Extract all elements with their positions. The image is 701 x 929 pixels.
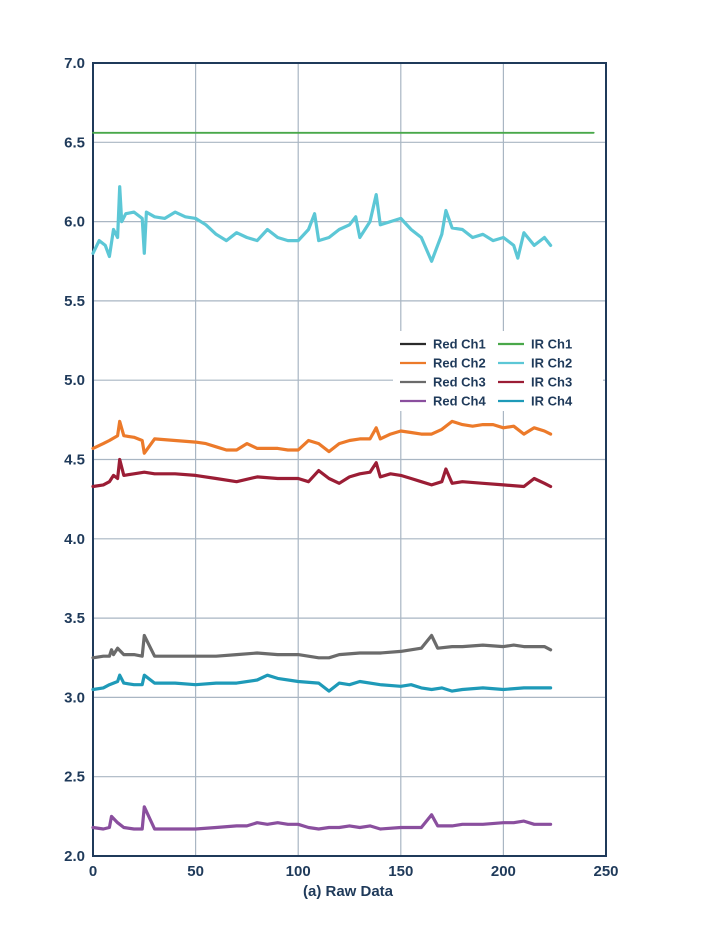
legend-label-red-ch4: Red Ch4: [433, 394, 487, 409]
y-tick-label: 2.5: [64, 769, 85, 786]
x-axis-label: (a) Raw Data: [303, 883, 394, 900]
series-layer: [91, 131, 595, 831]
x-tick-label: 150: [388, 863, 413, 880]
legend-label-red-ch2: Red Ch2: [433, 356, 486, 371]
legend-label-ir-ch2: IR Ch2: [531, 356, 572, 371]
legend-label-red-ch1: Red Ch1: [433, 337, 486, 352]
series-line-red-ch3: [91, 633, 553, 660]
y-tick-label: 2.0: [64, 848, 85, 865]
y-tick-label: 6.5: [64, 134, 85, 151]
y-tick-label: 3.5: [64, 610, 85, 627]
x-tick-label: 0: [89, 863, 97, 880]
series-line-red-ch2: [91, 419, 553, 455]
y-axis-ticks: 2.0 2.5 3.0 3.5 4.0 4.5 5.0 5.5 6.0 6.5 7.0: [64, 55, 85, 865]
plot-frame: [92, 62, 607, 857]
y-tick-label: 6.0: [64, 214, 85, 231]
x-axis-ticks: 0 50 100 150 200 250: [89, 863, 619, 880]
legend-label-ir-ch4: IR Ch4: [531, 394, 573, 409]
legend-label-ir-ch3: IR Ch3: [531, 375, 572, 390]
series-line-ir-ch3: [91, 457, 553, 489]
x-tick-label: 50: [187, 863, 204, 880]
plot-frame-layer: [92, 62, 607, 857]
series-line-ir-ch2: [91, 185, 553, 263]
x-tick-label: 100: [286, 863, 311, 880]
series-line-ir-ch4: [91, 673, 553, 693]
grid: [92, 62, 607, 857]
y-tick-label: 5.5: [64, 293, 85, 310]
legend-label-ir-ch1: IR Ch1: [531, 337, 572, 352]
y-tick-label: 5.0: [64, 372, 85, 389]
y-tick-label: 4.5: [64, 452, 85, 469]
series-line-red-ch4: [91, 805, 553, 831]
x-tick-label: 200: [491, 863, 516, 880]
y-tick-label: 7.0: [64, 55, 85, 72]
y-tick-label: 4.0: [64, 531, 85, 548]
x-tick-label: 250: [593, 863, 618, 880]
y-tick-label: 3.0: [64, 689, 85, 706]
legend-label-red-ch3: Red Ch3: [433, 375, 486, 390]
legend: Red Ch1 Red Ch2 Red Ch3 Red Ch4 IR Ch1 IR Ch2…: [393, 331, 603, 411]
